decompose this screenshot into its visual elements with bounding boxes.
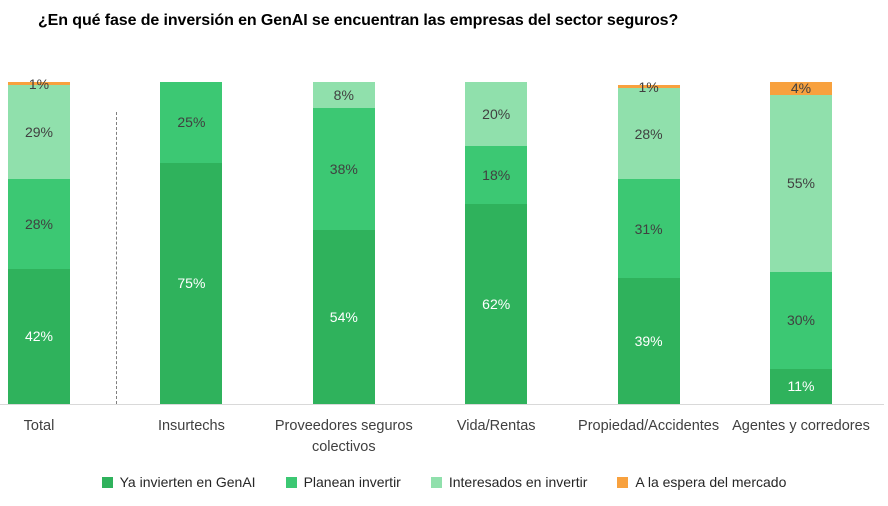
segment-value-label: 42% <box>24 328 54 345</box>
legend-label: A la espera del mercado <box>635 474 787 490</box>
bar-segment: 31% <box>617 178 680 279</box>
total-separator-dashed-line <box>116 112 117 404</box>
bar-propiedad-accidentes: 39% 31% 28% 1% <box>617 80 680 404</box>
bar-segment: 75% <box>160 162 223 404</box>
legend-label: Planean invertir <box>303 474 401 490</box>
bar-segment: 39% <box>617 278 680 404</box>
segment-value-label: 4% <box>790 80 812 97</box>
segment-value-label: 25% <box>177 114 206 131</box>
bar-segment: 28% <box>617 88 680 179</box>
bar-insurtechs: 75% 25% <box>160 82 223 404</box>
segment-value-label: 54% <box>329 309 358 326</box>
legend-label: Interesados en invertir <box>448 474 588 490</box>
legend: Ya invierten en GenAI Planean invertir Int… <box>0 474 888 490</box>
bar-vida-rentas: 62% 18% 20% <box>465 82 528 404</box>
segment-value-label: 62% <box>482 296 511 313</box>
category-label: Insurtechs <box>157 418 225 434</box>
segment-value-label: 55% <box>786 175 816 192</box>
segment-value-label: 20% <box>482 106 511 123</box>
bar-segment: 28% <box>8 178 70 269</box>
segment-value-label: 1% <box>638 78 659 95</box>
category-label: Total <box>23 418 55 434</box>
bar-segment: 18% <box>465 146 528 205</box>
category-label: Propiedad/Accidentes <box>578 418 720 434</box>
segment-value-label: 31% <box>634 220 663 237</box>
legend-swatch-icon <box>617 476 629 488</box>
bar-segment: 55% <box>770 94 832 272</box>
segment-value-label: 30% <box>786 312 816 329</box>
bar-segment: 1% <box>617 80 680 94</box>
bar-segment: 29% <box>8 85 70 179</box>
legend-swatch-icon <box>285 476 297 488</box>
legend-swatch-icon <box>430 476 442 488</box>
segment-value-label: 38% <box>329 160 358 177</box>
legend-label: Ya invierten en GenAI <box>119 474 256 490</box>
legend-item: Ya invierten en GenAI <box>101 474 256 490</box>
bar-segment: 42% <box>8 268 70 404</box>
bar-segment: 1% <box>8 77 70 91</box>
bar-total: 42% 28% 29% 1% <box>8 77 70 404</box>
bar-segment: 30% <box>770 272 832 369</box>
segment-value-label: 1% <box>28 75 50 92</box>
legend-item: Planean invertir <box>285 474 401 490</box>
bar-segment: 8% <box>312 82 375 108</box>
bar-segment: 38% <box>312 107 375 231</box>
bar-segment: 25% <box>160 82 223 163</box>
bar-segment: 20% <box>465 82 528 147</box>
legend-swatch-icon <box>101 476 113 488</box>
bar-segment: 62% <box>465 204 528 404</box>
bar-agentes-y-corredores: 11% 30% 55% 4% <box>770 80 832 404</box>
segment-value-label: 29% <box>24 123 54 140</box>
segment-value-label: 28% <box>634 125 663 142</box>
bar-proveedores-seguros-colectivos: 54% 38% 8% <box>312 82 375 404</box>
x-axis-line <box>0 404 884 405</box>
legend-item: A la espera del mercado <box>617 474 786 490</box>
segment-value-label: 18% <box>482 167 511 184</box>
segment-value-label: 8% <box>333 86 354 103</box>
chart-title: ¿En qué fase de inversión en GenAI se en… <box>38 12 679 29</box>
segment-value-label: 28% <box>24 215 54 232</box>
segment-value-label: 11% <box>787 378 815 395</box>
bar-segment: 11% <box>770 368 832 404</box>
category-label: Agentes y corredores <box>732 418 870 434</box>
category-label: Proveedores seguros colectivos <box>274 418 413 456</box>
segment-value-label: 39% <box>634 333 663 350</box>
bar-segment: 54% <box>312 230 375 404</box>
segment-value-label: 75% <box>177 275 206 292</box>
legend-item: Interesados en invertir <box>430 474 588 490</box>
bar-segment: 4% <box>770 80 832 97</box>
category-label: Vida/Rentas <box>456 418 536 434</box>
